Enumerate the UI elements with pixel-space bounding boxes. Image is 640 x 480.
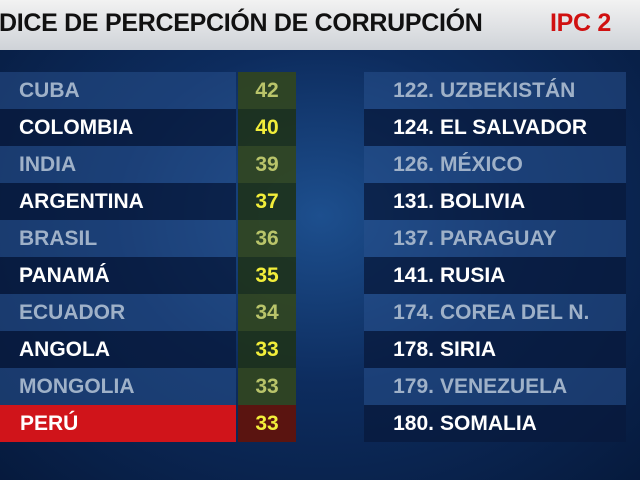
- left-row: [0, 257, 236, 294]
- country-name: EL SALVADOR: [440, 116, 588, 139]
- country-name: PERÚ: [20, 412, 79, 435]
- country-name: PARAGUAY: [440, 227, 557, 250]
- right-row: [364, 72, 626, 109]
- score: 39: [238, 146, 296, 183]
- country-name: INDIA: [19, 153, 77, 176]
- rank: 179.: [393, 375, 434, 398]
- title: DICE DE PERCEPCIÓN DE CORRUPCIÓN: [0, 9, 483, 37]
- country-name: COLOMBIA: [19, 116, 134, 139]
- country-name: ANGOLA: [19, 338, 110, 361]
- right-row: [364, 405, 626, 442]
- score: 33: [238, 405, 296, 442]
- score: 33: [238, 331, 296, 368]
- country-name: BRASIL: [19, 227, 98, 250]
- right-row: [364, 294, 626, 331]
- rank: 178.: [393, 338, 434, 361]
- score: 35: [238, 257, 296, 294]
- country-name: RUSIA: [440, 264, 506, 287]
- left-row: [0, 183, 236, 220]
- rank: 122.: [393, 79, 434, 102]
- score: 34: [238, 294, 296, 331]
- country-name: PANAMÁ: [19, 264, 110, 287]
- left-row: [0, 72, 236, 109]
- country-name: VENEZUELA: [440, 375, 568, 398]
- rank: 137.: [393, 227, 434, 250]
- score: 33: [238, 368, 296, 405]
- score: 42: [238, 72, 296, 109]
- score: 40: [238, 109, 296, 146]
- left-row: [0, 220, 236, 257]
- left-row: [0, 146, 236, 183]
- left-row: [0, 405, 236, 442]
- left-row: [0, 368, 236, 405]
- right-row: [364, 109, 626, 146]
- left-row: [0, 294, 236, 331]
- rank: 124.: [393, 116, 434, 139]
- right-row: [364, 368, 626, 405]
- country-name: MONGOLIA: [19, 375, 135, 398]
- country-name: SOMALIA: [440, 412, 537, 435]
- left-row: [0, 331, 236, 368]
- right-row: [364, 257, 626, 294]
- country-name: CUBA: [19, 79, 80, 102]
- country-name: UZBEKISTÁN: [440, 79, 576, 102]
- country-name: BOLIVIA: [440, 190, 526, 213]
- right-row: [364, 331, 626, 368]
- country-name: SIRIA: [440, 338, 497, 361]
- rank: 174.: [393, 301, 434, 324]
- title-highlight: IPC 2: [550, 9, 612, 37]
- score: 37: [238, 183, 296, 220]
- right-row: [364, 220, 626, 257]
- right-row: [364, 146, 626, 183]
- title-bar: DICE DE PERCEPCIÓN DE CORRUPCIÓN IPC 2: [0, 0, 640, 50]
- left-row: [0, 109, 236, 146]
- rank: 126.: [393, 153, 434, 176]
- country-name: COREA DEL N.: [440, 301, 590, 324]
- score: 36: [238, 220, 296, 257]
- country-name: MÉXICO: [440, 153, 523, 176]
- country-name: ARGENTINA: [19, 190, 144, 213]
- rank: 180.: [393, 412, 434, 435]
- country-name: ECUADOR: [19, 301, 126, 324]
- rank: 131.: [393, 190, 434, 213]
- rank: 141.: [393, 264, 434, 287]
- right-row: [364, 183, 626, 220]
